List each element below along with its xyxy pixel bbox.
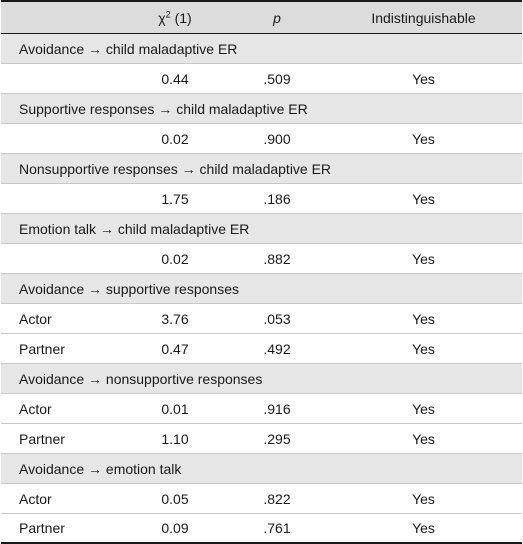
indistinguishable-value: Yes <box>412 430 435 447</box>
indistinguishable-value: Yes <box>412 190 435 207</box>
row-label: Actor <box>19 310 52 327</box>
table-row: Actor 3.76 .053 Yes <box>1 304 522 334</box>
indistinguishable-value: Yes <box>412 310 435 327</box>
chi-square-value: 0.47 <box>161 340 189 357</box>
indistinguishable-value: Yes <box>412 520 435 536</box>
chi-square-value: 3.76 <box>161 310 189 327</box>
chi-square-value: 0.44 <box>161 70 189 87</box>
table-row: Actor 0.01 .916 Yes <box>1 394 522 424</box>
section-header-row: Avoidance → supportive responses <box>1 274 522 304</box>
chi-square-value: 1.10 <box>161 430 189 447</box>
header-indistinguishable: Indistinguishable <box>371 9 476 26</box>
section-title: Nonsupportive responses → child maladapt… <box>19 160 332 177</box>
section-title: Avoidance → supportive responses <box>19 280 239 297</box>
row-label: Partner <box>19 340 65 357</box>
p-value: .916 <box>263 400 291 417</box>
table-row: 0.02 .882 Yes <box>1 244 522 274</box>
row-label: Actor <box>19 490 52 507</box>
chi-square-value: 0.01 <box>161 400 189 417</box>
section-title: Avoidance → nonsupportive responses <box>19 370 263 387</box>
section-header-row: Supportive responses → child maladaptive… <box>1 94 522 124</box>
p-value: .882 <box>263 250 291 267</box>
chi-df: (1) <box>174 9 192 26</box>
row-label: Partner <box>19 520 65 536</box>
indistinguishable-value: Yes <box>412 130 435 147</box>
section-title: Avoidance → emotion talk <box>19 460 182 477</box>
section-title: Avoidance → child maladaptive ER <box>19 40 238 57</box>
table-header: χ2 (1) p Indistinguishable <box>1 0 522 34</box>
chi-square-value: 0.02 <box>161 250 189 267</box>
section-header-row: Avoidance → child maladaptive ER <box>1 34 522 64</box>
section-header-row: Avoidance → nonsupportive responses <box>1 364 522 394</box>
p-value: .492 <box>263 340 291 357</box>
indistinguishable-value: Yes <box>412 490 435 507</box>
chi-square-value: 1.75 <box>161 190 189 207</box>
header-chi-square: χ2 (1) <box>121 8 229 26</box>
table-row: Partner 0.47 .492 Yes <box>1 334 522 364</box>
section-title: Supportive responses → child maladaptive… <box>19 100 308 117</box>
chi-square-value: 0.09 <box>161 520 189 536</box>
p-value: .509 <box>263 70 291 87</box>
p-value: .761 <box>263 520 291 536</box>
table-row: 1.75 .186 Yes <box>1 184 522 214</box>
indistinguishable-value: Yes <box>412 400 435 417</box>
p-value: .900 <box>263 130 291 147</box>
section-header-row: Nonsupportive responses → child maladapt… <box>1 154 522 184</box>
p-value: .186 <box>263 190 291 207</box>
indistinguishable-value: Yes <box>412 250 435 267</box>
p-value: .822 <box>263 490 291 507</box>
indistinguishable-value: Yes <box>412 340 435 357</box>
section-header-row: Emotion talk → child maladaptive ER <box>1 214 522 244</box>
table-row: Actor 0.05 .822 Yes <box>1 484 522 514</box>
section-title: Emotion talk → child maladaptive ER <box>19 220 250 237</box>
p-value: .295 <box>263 430 291 447</box>
p-value: .053 <box>263 310 291 327</box>
table-body: Avoidance → child maladaptive ER 0.44 .509… <box>1 34 522 544</box>
header-p: p <box>273 9 281 26</box>
chi-square-value: 0.05 <box>161 490 189 507</box>
chi-square-value: 0.02 <box>161 130 189 147</box>
row-label: Partner <box>19 430 65 447</box>
row-label: Actor <box>19 400 52 417</box>
section-header-row: Avoidance → emotion talk <box>1 454 522 484</box>
table-row: 0.02 .900 Yes <box>1 124 522 154</box>
indistinguishable-value: Yes <box>412 70 435 87</box>
chi-symbol: χ <box>158 9 166 26</box>
table-row: 0.44 .509 Yes <box>1 64 522 94</box>
table-row: Partner 1.10 .295 Yes <box>1 424 522 454</box>
table-row: Partner 0.09 .761 Yes <box>1 514 522 544</box>
chi-superscript: 2 <box>165 8 171 19</box>
